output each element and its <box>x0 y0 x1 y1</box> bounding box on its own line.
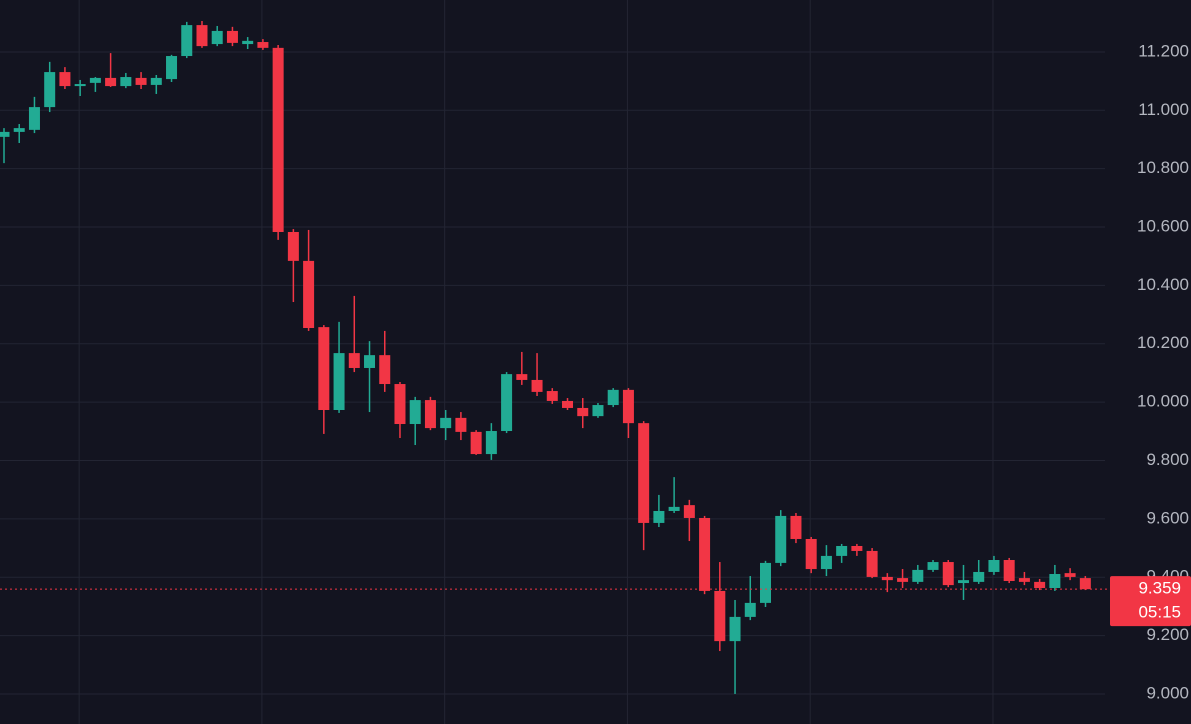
y-tick-label: 9.800 <box>1146 450 1189 469</box>
candle-body <box>440 417 452 429</box>
candle-body <box>546 391 558 401</box>
candle-body <box>44 72 56 108</box>
candle-body <box>592 405 604 417</box>
candle-body <box>13 128 25 132</box>
y-tick-label: 10.200 <box>1137 333 1189 352</box>
candle-body <box>1003 559 1015 582</box>
candle-body <box>485 431 497 455</box>
candle-body <box>318 327 330 411</box>
candle-body <box>760 562 771 603</box>
candle-body <box>1064 573 1076 577</box>
y-tick-label: 10.600 <box>1137 217 1189 236</box>
candle-body <box>287 231 299 261</box>
candle-body <box>668 506 680 511</box>
y-tick-label: 10.000 <box>1137 392 1189 411</box>
grid <box>0 0 1105 724</box>
candle-body <box>364 355 376 368</box>
candle-body <box>790 515 802 539</box>
candle-body <box>120 77 132 87</box>
candle-body <box>653 510 665 523</box>
candle-body <box>1018 578 1030 582</box>
candle-body <box>881 576 893 581</box>
y-tick-label: 10.400 <box>1137 275 1189 294</box>
candle-body <box>805 538 817 570</box>
candle-body <box>531 379 543 392</box>
candle-body <box>973 571 985 582</box>
candle-body <box>257 42 269 48</box>
candle-body <box>516 374 528 380</box>
candle-body <box>607 389 619 406</box>
candle-body <box>59 72 71 87</box>
candle-body <box>714 590 726 642</box>
candle-body <box>348 353 360 368</box>
candle-body <box>379 355 391 385</box>
candle-body <box>89 77 101 83</box>
candle-body <box>988 559 1000 572</box>
candle-body <box>135 77 147 85</box>
candle-body <box>150 77 162 85</box>
candle-body <box>0 131 10 137</box>
candle-body <box>272 47 284 232</box>
y-tick-label: 9.000 <box>1146 683 1189 702</box>
candle-body <box>744 602 756 617</box>
candle-body <box>912 569 924 582</box>
candle-body <box>851 545 863 551</box>
candle-body <box>836 545 848 556</box>
candle-body <box>226 30 238 43</box>
candles <box>0 21 1110 694</box>
candle-body <box>166 56 178 80</box>
candle-body <box>683 505 695 518</box>
candle-body <box>927 562 939 570</box>
last-price-label: 9.359 <box>1138 579 1181 598</box>
candle-body <box>1034 581 1046 589</box>
candle-body <box>303 260 315 329</box>
y-tick-label: 9.600 <box>1146 508 1189 527</box>
candle-body <box>942 562 954 586</box>
candle-body <box>242 40 254 45</box>
candle-body <box>333 353 345 411</box>
candle-body <box>622 389 634 424</box>
countdown-label: 05:15 <box>1138 603 1181 622</box>
price-axis: 9.0009.2009.4009.6009.80010.00010.20010.… <box>1110 41 1191 702</box>
candle-body <box>577 407 589 417</box>
y-tick-label: 10.800 <box>1137 158 1189 177</box>
candle-body <box>105 77 117 87</box>
candle-body <box>424 400 436 429</box>
candle-body <box>409 400 421 425</box>
candle-body <box>211 30 223 45</box>
last-price-box <box>1110 576 1191 627</box>
candle-body <box>394 384 406 425</box>
candle-body <box>501 374 513 432</box>
candle-body <box>470 431 482 455</box>
y-tick-label: 11.200 <box>1138 41 1189 60</box>
y-tick-label: 9.200 <box>1146 625 1189 644</box>
candle-body <box>455 417 467 432</box>
candle-body <box>820 555 832 570</box>
candle-body <box>729 616 741 642</box>
candle-body <box>196 25 208 47</box>
candle-body <box>562 400 574 408</box>
candle-body <box>957 580 969 584</box>
candle-body <box>866 550 878 577</box>
candle-body <box>181 25 193 57</box>
candle-body <box>638 423 650 523</box>
candle-body <box>1049 574 1061 589</box>
candle-body <box>699 517 711 591</box>
candle-body <box>897 578 909 582</box>
candle-body <box>1079 578 1091 590</box>
y-tick-label: 11.000 <box>1138 100 1189 119</box>
candle-body <box>775 515 787 563</box>
candle-body <box>28 107 40 130</box>
candle-body <box>74 84 86 87</box>
